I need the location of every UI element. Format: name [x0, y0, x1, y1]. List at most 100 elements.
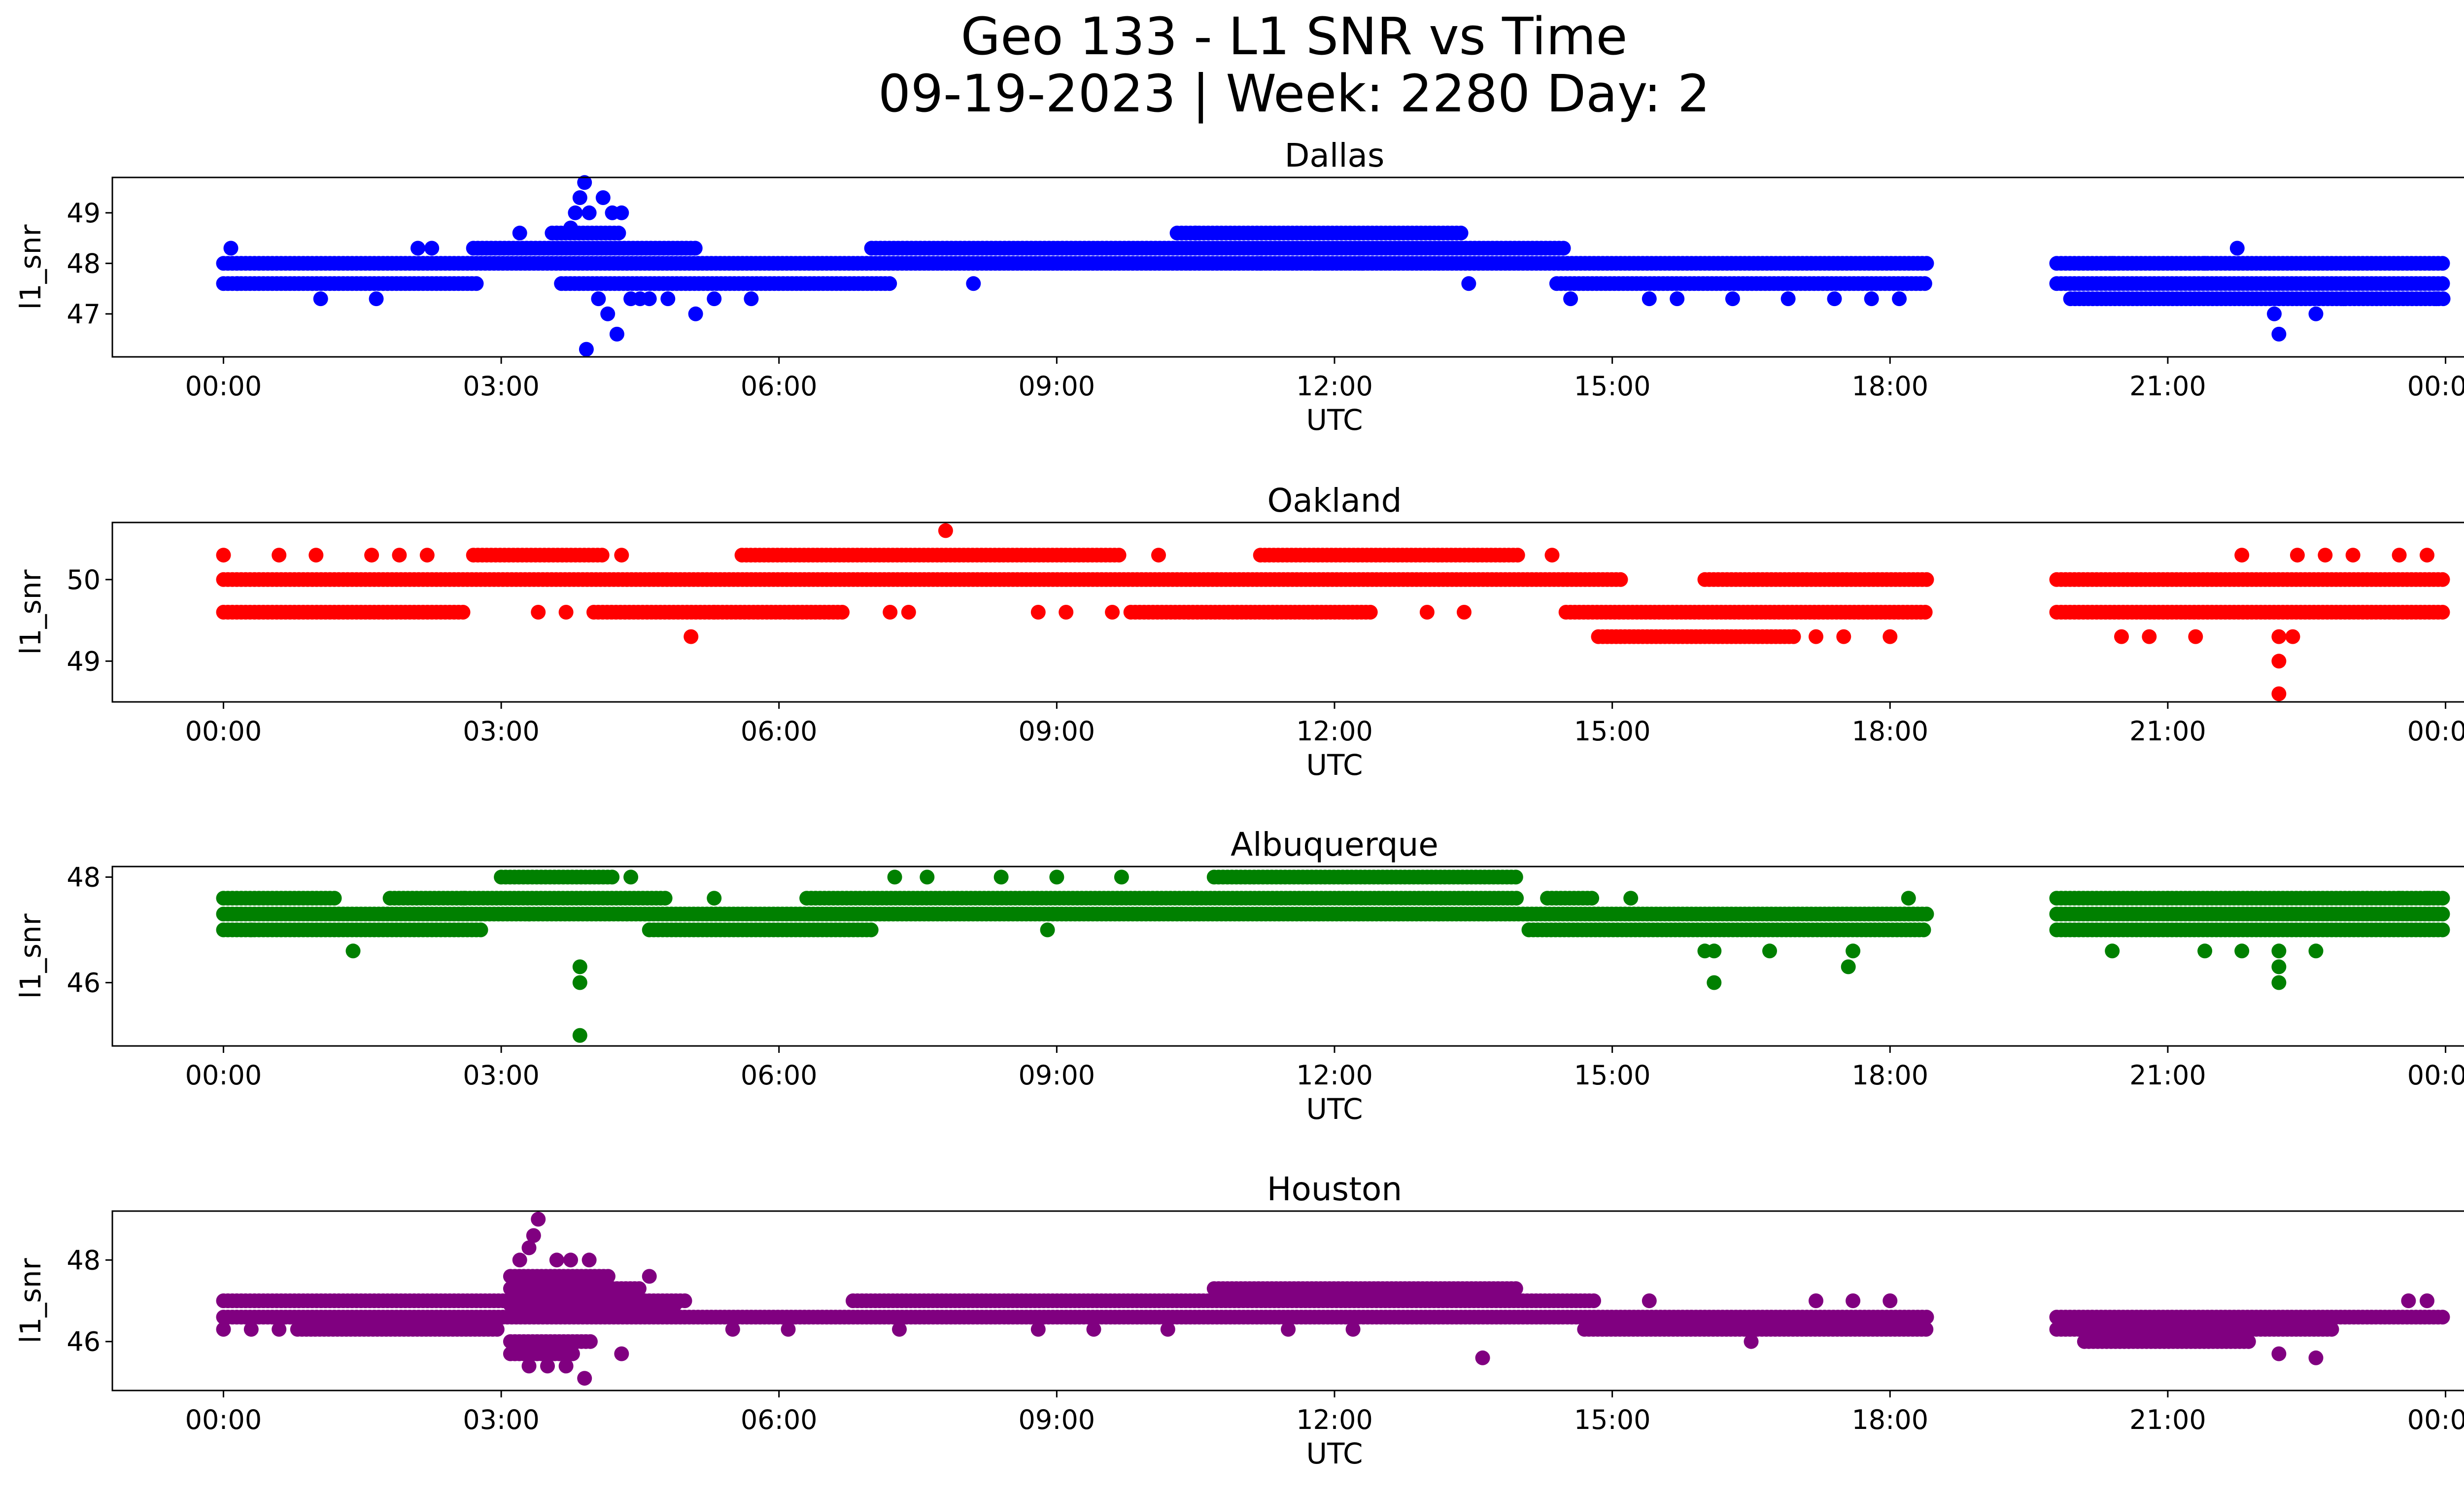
data-point: [707, 605, 722, 620]
data-point: [2271, 686, 2287, 701]
data-point: [2197, 256, 2213, 271]
x-tick-label: 00:00: [2407, 1404, 2464, 1435]
y-tick-label: 49: [67, 646, 101, 677]
y-tick-label: 50: [67, 564, 101, 595]
data-point: [1919, 256, 1934, 271]
x-tick-label: 00:00: [185, 1404, 262, 1435]
data-point: [364, 548, 379, 563]
x-tick-label: 12:00: [1296, 1404, 1373, 1435]
data-point: [2392, 891, 2407, 906]
data-point: [1670, 291, 1685, 307]
x-tick-label: 00:00: [2407, 716, 2464, 747]
data-point: [308, 548, 324, 563]
data-point: [2392, 548, 2407, 563]
x-tick-label: 18:00: [1851, 716, 1928, 747]
data-point: [2318, 548, 2333, 563]
data-point: [2114, 629, 2129, 644]
x-tick-label: 21:00: [2129, 371, 2206, 402]
chart-subtitle: 09-19-2023 | Week: 2280 Day: 2: [878, 64, 1710, 124]
data-point: [572, 1028, 587, 1043]
data-point: [1563, 291, 1578, 307]
data-point: [521, 1358, 537, 1374]
data-point: [883, 605, 898, 620]
data-point: [1281, 1321, 1296, 1337]
data-point: [1919, 906, 1934, 922]
data-point: [611, 225, 626, 241]
x-axis-label: UTC: [1306, 403, 1363, 437]
y-tick-label: 48: [67, 1245, 101, 1276]
data-point: [2435, 891, 2450, 906]
data-point: [2336, 291, 2351, 307]
data-point: [1864, 291, 1879, 307]
y-axis-label: l1_snr: [14, 224, 47, 310]
y-tick-label: 46: [67, 1326, 101, 1357]
data-point: [1786, 629, 1801, 644]
data-point: [2160, 1321, 2175, 1337]
data-point: [1508, 869, 1523, 885]
data-point: [572, 959, 587, 974]
data-point: [521, 906, 537, 922]
data-point: [1086, 1321, 1101, 1337]
data-series: [216, 175, 2451, 357]
data-point: [1919, 1310, 1934, 1325]
x-tick-label: 06:00: [741, 371, 818, 402]
data-series: [216, 1212, 2450, 1386]
data-point: [2197, 943, 2213, 959]
data-point: [1160, 1321, 1175, 1337]
data-point: [1453, 225, 1469, 241]
data-point: [1345, 1321, 1361, 1337]
data-point: [230, 276, 245, 291]
data-point: [1040, 922, 1055, 938]
data-point: [2401, 1293, 2416, 1308]
data-point: [1059, 605, 1074, 620]
data-point: [531, 605, 546, 620]
data-point: [1882, 629, 1898, 644]
data-point: [1846, 1293, 1861, 1308]
data-point: [392, 548, 407, 563]
data-point: [1901, 891, 1916, 906]
x-tick-label: 09:00: [1019, 1404, 1095, 1435]
data-point: [667, 1297, 682, 1313]
data-point: [327, 891, 342, 906]
x-tick-label: 06:00: [741, 1060, 818, 1091]
x-tick-label: 00:00: [185, 371, 262, 402]
subplot-title: Houston: [1267, 1170, 1402, 1208]
data-point: [577, 1371, 592, 1386]
x-tick-label: 12:00: [1296, 371, 1373, 402]
data-point: [1623, 891, 1639, 906]
data-point: [216, 1321, 231, 1337]
data-point: [892, 1321, 907, 1337]
x-tick-label: 21:00: [2129, 716, 2206, 747]
x-tick-label: 21:00: [2129, 1404, 2206, 1435]
x-tick-label: 15:00: [1574, 1404, 1651, 1435]
data-point: [887, 869, 902, 885]
data-point: [642, 291, 657, 307]
data-point: [2285, 629, 2300, 644]
data-point: [1707, 943, 1722, 959]
data-point: [1892, 291, 1907, 307]
subplot-title: Dallas: [1285, 137, 1385, 174]
data-point: [2345, 548, 2361, 563]
data-point: [1457, 605, 1472, 620]
x-tick-label: 00:00: [2407, 1060, 2464, 1091]
data-point: [572, 975, 587, 990]
data-point: [424, 241, 440, 256]
data-point: [1308, 256, 1324, 271]
data-point: [614, 548, 629, 563]
data-point: [781, 1321, 796, 1337]
data-point: [1916, 922, 1931, 938]
x-tick-label: 06:00: [741, 1404, 818, 1435]
data-point: [657, 891, 673, 906]
data-point: [2105, 943, 2120, 959]
data-point: [966, 276, 981, 291]
data-point: [1918, 1321, 1934, 1337]
data-point: [549, 225, 564, 241]
data-point: [223, 241, 239, 256]
data-point: [2290, 548, 2305, 563]
data-point: [1836, 629, 1851, 644]
data-point: [2308, 1350, 2324, 1365]
data-point: [1461, 276, 1476, 291]
